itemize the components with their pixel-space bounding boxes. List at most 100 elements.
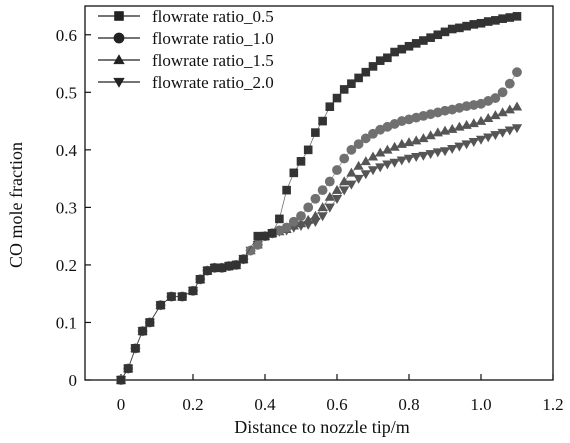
data-point: [404, 41, 414, 51]
data-point: [282, 185, 291, 195]
data-point: [317, 185, 328, 196]
data-point: [454, 142, 465, 152]
y-tick-label: 0.1: [56, 313, 77, 332]
data-point: [426, 33, 435, 42]
series-layer: [115, 12, 523, 386]
data-point: [454, 121, 465, 131]
data-point: [425, 150, 436, 160]
data-point: [490, 110, 501, 120]
data-point: [447, 24, 457, 34]
y-tick-label: 0.4: [56, 141, 78, 160]
series-1: [116, 12, 522, 385]
y-axis-label: CO mole fraction: [6, 142, 26, 268]
data-point: [317, 212, 328, 222]
data-point: [390, 47, 399, 57]
series-2: [116, 67, 522, 385]
data-point: [455, 23, 464, 33]
data-point: [324, 176, 335, 187]
data-point: [432, 148, 443, 158]
data-point: [497, 128, 508, 138]
data-point: [177, 292, 187, 301]
data-point: [203, 266, 212, 275]
data-point: [195, 275, 205, 284]
data-point: [354, 73, 363, 83]
data-point: [511, 101, 523, 111]
data-point: [440, 27, 450, 37]
data-point: [360, 156, 371, 166]
data-point: [512, 12, 522, 21]
data-point: [275, 214, 284, 224]
legend-label: flowrate ratio_0.5: [152, 7, 274, 26]
data-point: [353, 174, 364, 184]
data-point: [253, 231, 263, 241]
data-point: [167, 292, 176, 301]
x-tick-label: 1.0: [470, 395, 491, 414]
data-point: [295, 218, 307, 228]
data-point: [217, 263, 227, 273]
data-point: [353, 160, 364, 170]
legend-label: flowrate ratio_2.0: [152, 73, 274, 92]
data-point: [224, 261, 234, 271]
data-point: [331, 184, 343, 194]
data-point: [375, 163, 386, 173]
legend-label: flowrate ratio_1.0: [152, 29, 274, 48]
data-point: [411, 153, 422, 162]
data-point: [483, 17, 493, 26]
data-point: [425, 130, 436, 140]
legend-marker: [114, 11, 124, 21]
data-point: [188, 286, 198, 296]
data-point: [317, 202, 328, 212]
data-point: [303, 202, 314, 213]
x-axis-ticks: 0 0.2 0.4 0.6 0.8 1.0 1.2: [117, 374, 564, 414]
data-point: [439, 147, 451, 157]
data-point: [461, 119, 472, 129]
data-point: [332, 165, 342, 175]
data-point: [397, 44, 407, 54]
data-point: [347, 79, 356, 88]
data-point: [382, 160, 393, 170]
data-point: [325, 102, 335, 111]
data-point: [396, 156, 407, 166]
data-point: [490, 93, 501, 103]
data-point: [396, 138, 407, 148]
data-point: [504, 126, 515, 136]
legend-marker: [113, 77, 125, 88]
data-point: [296, 157, 306, 166]
x-tick-label: 0.4: [254, 395, 276, 414]
data-point: [267, 228, 277, 238]
data-point: [311, 128, 320, 137]
data-point: [512, 67, 522, 78]
data-point: [346, 144, 357, 155]
data-point: [490, 131, 501, 141]
data-point: [475, 115, 487, 125]
legend-marker: [113, 54, 125, 65]
plot-frame: [84, 5, 554, 381]
data-point: [360, 133, 371, 144]
data-point: [324, 203, 335, 213]
x-tick-label: 1.2: [542, 395, 563, 414]
x-tick-label: 0: [117, 395, 126, 414]
data-point: [245, 245, 256, 256]
data-point: [145, 318, 155, 327]
data-point: [389, 141, 400, 151]
data-point: [447, 144, 458, 154]
data-point: [131, 344, 140, 353]
data-point: [288, 216, 299, 227]
data-point: [360, 170, 371, 180]
data-point: [281, 222, 292, 233]
data-point: [210, 263, 219, 273]
data-point: [498, 14, 507, 23]
y-tick-label: 0.3: [56, 198, 77, 217]
data-point: [138, 326, 147, 336]
data-point: [339, 153, 350, 164]
x-tick-label: 0.8: [398, 395, 419, 414]
plot-area-border: [84, 5, 554, 381]
data-point: [156, 300, 165, 310]
x-tick-label: 0.2: [182, 395, 203, 414]
data-point: [447, 123, 458, 133]
y-tick-label: 0.5: [56, 83, 77, 102]
data-point: [411, 135, 422, 145]
data-point: [497, 107, 508, 117]
data-point: [433, 30, 443, 40]
data-point: [353, 139, 364, 149]
